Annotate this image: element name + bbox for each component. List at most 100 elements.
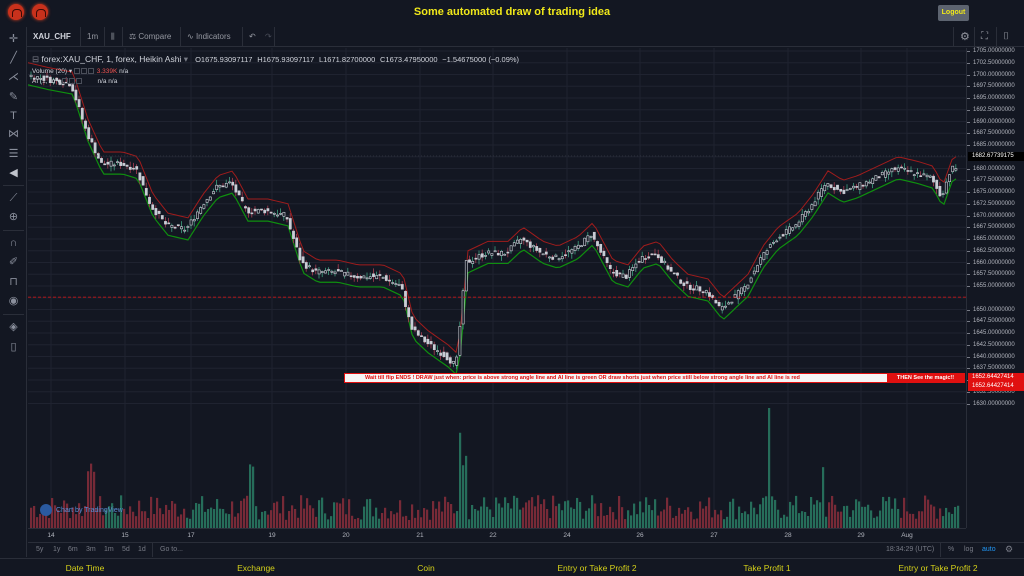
ohlc-change: −1.54675000 (−0.09%) [442, 55, 520, 64]
pitchfork-icon[interactable]: ⋌ [8, 71, 19, 83]
price-tick: 1692.50000000 [967, 106, 1015, 113]
chart-canvas[interactable] [28, 48, 966, 528]
logo-icon [8, 4, 24, 20]
indicators-button[interactable]: ∿ Indicators [181, 27, 243, 47]
percent-toggle[interactable]: % [948, 546, 955, 553]
footer-bar: Date Time Exchange Coin Entry or Take Pr… [0, 558, 1024, 576]
auto-toggle[interactable]: auto [982, 546, 996, 553]
compare-icon: ⚖ [129, 32, 139, 41]
text-icon[interactable]: T [10, 110, 17, 122]
settings-icon[interactable] [69, 78, 75, 85]
candles-icon[interactable]: ⫼ [105, 27, 123, 47]
price-tick: 1667.50000000 [967, 224, 1015, 231]
range-1y[interactable]: 1y [53, 546, 61, 553]
close-icon[interactable] [87, 68, 94, 75]
fullscreen-icon[interactable]: ⛶ [975, 27, 997, 47]
time-tick: 22 [489, 532, 497, 539]
trash-icon[interactable]: ▯ [10, 341, 17, 353]
arrow-left-icon[interactable]: ◀ [9, 167, 18, 179]
eye-icon[interactable]: ◉ [8, 295, 19, 307]
price-tick: 1645.00000000 [967, 330, 1015, 336]
goto-button[interactable]: Go to... [160, 546, 183, 553]
price-tick: 1695.00000000 [967, 95, 1015, 101]
range-5d[interactable]: 5d [122, 546, 130, 553]
price-chart[interactable] [28, 48, 966, 528]
visibility-icon[interactable] [73, 68, 80, 75]
compare-label: Compare [138, 32, 172, 41]
utc-clock: 18:34:29 (UTC) [886, 546, 935, 553]
range-1d[interactable]: 1d [138, 546, 146, 553]
ai-legend: AI (1, 1) ▾ n/a n/a [32, 78, 118, 85]
time-tick: 19 [268, 532, 276, 539]
pattern-icon[interactable]: ⋈ [8, 128, 19, 140]
range-3m[interactable]: 3m [86, 546, 96, 553]
undo-icon[interactable]: ↶ [249, 32, 256, 41]
time-tick: 29 [857, 532, 865, 539]
gear-icon[interactable]: ⚙ [953, 27, 975, 47]
ohlc-high: H1675.93097117 [257, 55, 315, 64]
price-tick: 1680.00000000 [967, 165, 1015, 172]
ruler-icon[interactable]: ⟋ [9, 192, 18, 204]
volume-value: 3.339K [96, 68, 118, 75]
price-tick: 1647.50000000 [967, 318, 1015, 325]
visibility-icon[interactable] [62, 78, 68, 85]
footer-entry-tp2-b: Entry or Take Profit 2 [898, 563, 978, 573]
prediction-icon[interactable]: ☰ [8, 148, 19, 160]
time-tick: 21 [416, 532, 424, 539]
interval-selector[interactable]: 1m [81, 27, 105, 47]
trading-idea-banner: Wait till flip ENDS ! DRAW just when: pr… [344, 373, 965, 383]
bottom-toolbar: 5y 1y 6m 3m 1m 5d 1d Go to... 18:34:29 (… [28, 542, 1024, 557]
tradingview-watermark[interactable]: Chart by TradingView [40, 504, 123, 516]
brush-icon[interactable]: ✎ [8, 91, 19, 103]
footer-exchange: Exchange [237, 563, 275, 573]
volume-label[interactable]: Volume (20) [32, 68, 68, 75]
price-tick: 1677.50000000 [967, 177, 1015, 184]
price-tick: 1665.00000000 [967, 236, 1015, 242]
current-price-label: 1682.67739175 [968, 151, 1024, 161]
top-header: Some automated draw of trading idea Logo… [0, 0, 1024, 26]
log-toggle[interactable]: log [964, 546, 974, 553]
time-axis[interactable]: 14 15 17 19 20 21 22 24 26 27 28 29 Aug [28, 528, 966, 542]
zoom-in-icon[interactable]: ⊕ [8, 211, 19, 223]
close-icon[interactable] [76, 78, 82, 85]
divider [3, 185, 24, 186]
page-title: Some automated draw of trading idea [413, 6, 611, 18]
collapse-icon[interactable]: ⊟ [32, 54, 42, 64]
price-tick: 1697.50000000 [967, 83, 1015, 90]
logout-button[interactable]: Logout [938, 5, 969, 21]
range-1m[interactable]: 1m [104, 546, 114, 553]
compare-button[interactable]: ⚖ Compare [123, 27, 181, 47]
lock-pencil-icon[interactable]: ✐ [8, 256, 19, 268]
footer-take-profit-1: Take Profit 1 [743, 563, 791, 573]
divider [152, 543, 153, 557]
layers-icon[interactable]: ◈ [9, 321, 18, 333]
drawing-toolbar: ✛ ╱ ⋌ ✎ T ⋈ ☰ ◀ ⟋ ⊕ ∩ ✐ ⊓ ◉ ◈ ▯ [0, 27, 27, 557]
price-tick: 1655.00000000 [967, 283, 1015, 289]
footer-date-time: Date Time [65, 563, 105, 573]
line-price-label: 1652.64427414 [968, 382, 1024, 391]
price-tick: 1705.00000000 [967, 48, 1015, 54]
redo-icon[interactable]: ↷ [259, 27, 275, 47]
time-tick: 26 [636, 532, 644, 539]
range-6m[interactable]: 6m [68, 546, 78, 553]
divider [940, 543, 941, 557]
price-axis[interactable]: 1705.00000000 1702.50000000 1700.00000000 1… [966, 48, 1024, 528]
ai-label[interactable]: AI (1, 1) [32, 78, 56, 85]
symbol-search[interactable]: XAU_CHF [27, 27, 81, 47]
magnet-icon[interactable]: ∩ [9, 237, 18, 249]
crosshair-icon[interactable]: ✛ [8, 33, 19, 45]
price-tick: 1687.50000000 [967, 130, 1015, 137]
unlock-icon[interactable]: ⊓ [9, 276, 18, 288]
gear-icon[interactable]: ⚙ [1005, 544, 1014, 554]
footer-coin: Coin [417, 563, 435, 573]
time-tick: 24 [563, 532, 571, 539]
price-tick: 1670.00000000 [967, 212, 1015, 219]
chart-toolbar: XAU_CHF 1m ⫼ ⚖ Compare ∿ Indicators ↶ ↷ … [27, 27, 1024, 47]
price-tick: 1637.50000000 [967, 365, 1015, 372]
range-5y[interactable]: 5y [36, 546, 44, 553]
settings-icon[interactable] [80, 68, 87, 75]
trend-line-icon[interactable]: ╱ [10, 52, 17, 64]
ai-value: n/a n/a [97, 78, 118, 85]
camera-icon[interactable]: ⌷ [1003, 31, 1009, 42]
series-title[interactable]: forex:XAU_CHF, 1, forex, Heikin Ashi [41, 54, 182, 64]
